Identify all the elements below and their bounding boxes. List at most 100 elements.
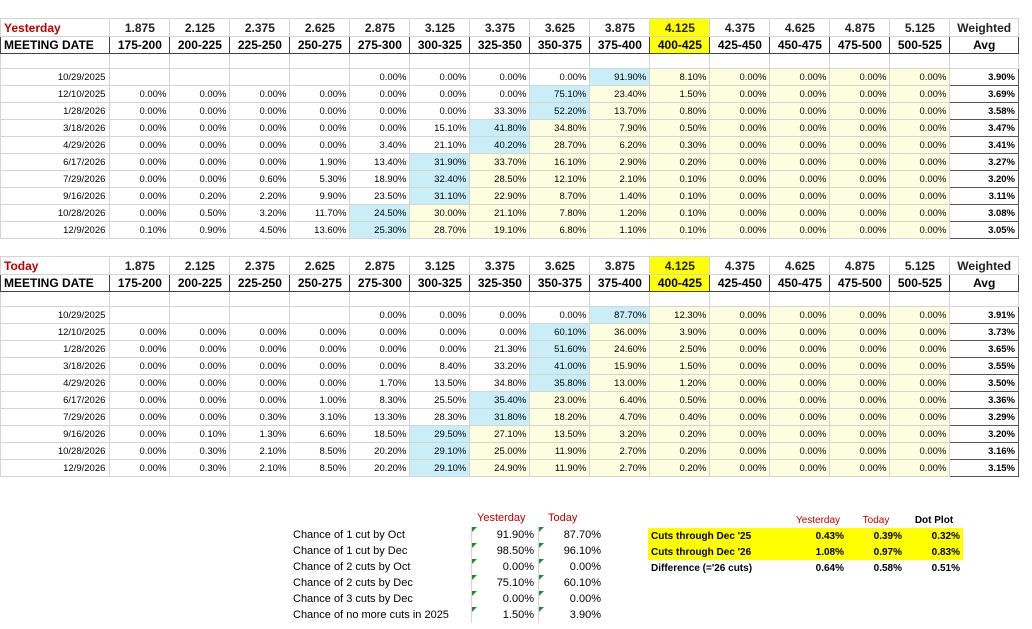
probability-cell[interactable]: 0.00% bbox=[469, 306, 531, 324]
probability-cell[interactable]: 34.80% bbox=[469, 374, 531, 392]
probability-cell[interactable]: 0.00% bbox=[109, 323, 171, 341]
probability-cell[interactable]: 4.70% bbox=[589, 408, 651, 426]
probability-cell[interactable]: 0.00% bbox=[709, 102, 771, 120]
weighted-avg-cell[interactable]: 3.15% bbox=[949, 459, 1019, 477]
probability-cell[interactable]: 0.00% bbox=[709, 357, 771, 375]
probability-cell[interactable]: 13.50% bbox=[529, 425, 591, 443]
probability-cell[interactable]: 0.00% bbox=[109, 357, 171, 375]
probability-cell[interactable]: 0.00% bbox=[109, 170, 171, 188]
chance-yesterday-value[interactable]: 75.10% bbox=[471, 575, 539, 591]
probability-cell[interactable]: 0.00% bbox=[169, 391, 231, 409]
probability-cell[interactable]: 2.10% bbox=[229, 442, 291, 460]
probability-cell[interactable]: 0.00% bbox=[349, 306, 411, 324]
probability-cell[interactable]: 8.50% bbox=[289, 442, 351, 460]
probability-cell[interactable]: 0.00% bbox=[769, 391, 831, 409]
probability-cell[interactable]: 0.00% bbox=[229, 340, 291, 358]
probability-cell[interactable]: 0.00% bbox=[109, 374, 171, 392]
probability-cell[interactable]: 0.00% bbox=[769, 136, 831, 154]
probability-cell[interactable]: 2.20% bbox=[229, 187, 291, 205]
probability-cell[interactable]: 0.00% bbox=[409, 323, 471, 341]
probability-cell[interactable]: 0.00% bbox=[409, 68, 471, 86]
probability-cell[interactable]: 0.00% bbox=[769, 442, 831, 460]
probability-cell[interactable]: 0.00% bbox=[769, 85, 831, 103]
probability-cell[interactable]: 0.00% bbox=[709, 374, 771, 392]
probability-cell[interactable]: 24.60% bbox=[589, 340, 651, 358]
probability-cell[interactable]: 0.00% bbox=[709, 425, 771, 443]
probability-cell[interactable]: 2.10% bbox=[589, 170, 651, 188]
probability-cell[interactable]: 0.00% bbox=[229, 85, 291, 103]
probability-cell[interactable]: 12.10% bbox=[529, 170, 591, 188]
probability-cell[interactable]: 1.50% bbox=[649, 357, 711, 375]
probability-cell[interactable]: 0.00% bbox=[229, 391, 291, 409]
probability-cell[interactable]: 0.00% bbox=[829, 170, 891, 188]
weighted-avg-cell[interactable]: 3.55% bbox=[949, 357, 1019, 375]
probability-cell[interactable]: 0.00% bbox=[469, 85, 531, 103]
probability-cell[interactable]: 0.00% bbox=[829, 85, 891, 103]
probability-cell[interactable]: 23.00% bbox=[529, 391, 591, 409]
weighted-avg-cell[interactable]: 3.69% bbox=[949, 85, 1019, 103]
probability-cell[interactable]: 1.40% bbox=[589, 187, 651, 205]
probability-cell[interactable]: 0.00% bbox=[889, 136, 951, 154]
probability-cell[interactable]: 0.30% bbox=[169, 459, 231, 477]
probability-cell[interactable]: 0.20% bbox=[649, 459, 711, 477]
probability-cell[interactable]: 0.00% bbox=[229, 357, 291, 375]
probability-cell[interactable]: 0.00% bbox=[829, 187, 891, 205]
probability-cell[interactable]: 0.30% bbox=[649, 136, 711, 154]
probability-cell[interactable]: 0.00% bbox=[169, 85, 231, 103]
probability-cell[interactable]: 23.40% bbox=[589, 85, 651, 103]
probability-cell[interactable]: 0.00% bbox=[769, 357, 831, 375]
probability-cell[interactable]: 0.00% bbox=[349, 68, 411, 86]
probability-cell[interactable]: 0.00% bbox=[829, 68, 891, 86]
probability-cell[interactable]: 0.00% bbox=[169, 119, 231, 137]
probability-cell[interactable] bbox=[169, 306, 231, 324]
weighted-avg-cell[interactable]: 3.91% bbox=[949, 306, 1019, 324]
weighted-avg-cell[interactable]: 3.05% bbox=[949, 221, 1019, 239]
probability-cell[interactable]: 0.00% bbox=[829, 374, 891, 392]
probability-cell[interactable]: 0.60% bbox=[229, 170, 291, 188]
probability-cell[interactable]: 87.70% bbox=[589, 306, 651, 324]
probability-cell[interactable]: 0.00% bbox=[709, 119, 771, 137]
probability-cell[interactable]: 21.10% bbox=[409, 136, 471, 154]
probability-cell[interactable]: 8.30% bbox=[349, 391, 411, 409]
probability-cell[interactable]: 91.90% bbox=[589, 68, 651, 86]
probability-cell[interactable]: 0.00% bbox=[889, 357, 951, 375]
probability-cell[interactable]: 0.00% bbox=[409, 340, 471, 358]
probability-cell[interactable]: 0.00% bbox=[109, 204, 171, 222]
chance-yesterday-value[interactable]: 1.50% bbox=[471, 607, 539, 623]
probability-cell[interactable]: 0.00% bbox=[829, 221, 891, 239]
cuts-value[interactable]: 1.08% bbox=[789, 544, 847, 560]
probability-cell[interactable]: 0.00% bbox=[349, 357, 411, 375]
probability-cell[interactable]: 1.90% bbox=[289, 153, 351, 171]
probability-cell[interactable]: 75.10% bbox=[529, 85, 591, 103]
probability-cell[interactable]: 0.00% bbox=[169, 102, 231, 120]
probability-cell[interactable]: 0.30% bbox=[169, 442, 231, 460]
probability-cell[interactable]: 0.00% bbox=[709, 221, 771, 239]
probability-cell[interactable]: 0.00% bbox=[889, 391, 951, 409]
probability-cell[interactable]: 0.00% bbox=[709, 153, 771, 171]
weighted-avg-cell[interactable]: 3.20% bbox=[949, 170, 1019, 188]
probability-cell[interactable]: 25.50% bbox=[409, 391, 471, 409]
probability-cell[interactable]: 0.00% bbox=[709, 204, 771, 222]
probability-cell[interactable]: 0.00% bbox=[829, 102, 891, 120]
probability-cell[interactable]: 0.00% bbox=[829, 408, 891, 426]
probability-cell[interactable]: 0.00% bbox=[109, 136, 171, 154]
weighted-avg-cell[interactable]: 3.65% bbox=[949, 340, 1019, 358]
probability-cell[interactable]: 0.00% bbox=[169, 136, 231, 154]
probability-cell[interactable]: 35.80% bbox=[529, 374, 591, 392]
probability-cell[interactable]: 0.90% bbox=[169, 221, 231, 239]
probability-cell[interactable]: 13.00% bbox=[589, 374, 651, 392]
probability-cell[interactable]: 0.00% bbox=[349, 119, 411, 137]
probability-cell[interactable]: 0.00% bbox=[109, 340, 171, 358]
probability-cell[interactable]: 0.00% bbox=[829, 204, 891, 222]
probability-cell[interactable]: 2.70% bbox=[589, 459, 651, 477]
probability-cell[interactable]: 13.60% bbox=[289, 221, 351, 239]
cuts-value[interactable]: 0.43% bbox=[789, 528, 847, 544]
chance-today-value[interactable]: 60.10% bbox=[538, 575, 605, 591]
probability-cell[interactable]: 3.20% bbox=[229, 204, 291, 222]
weighted-avg-cell[interactable]: 3.20% bbox=[949, 425, 1019, 443]
probability-cell[interactable]: 0.00% bbox=[469, 68, 531, 86]
probability-cell[interactable]: 35.40% bbox=[469, 391, 531, 409]
chance-today-value[interactable]: 87.70% bbox=[538, 527, 605, 543]
probability-cell[interactable]: 0.00% bbox=[709, 187, 771, 205]
weighted-avg-cell[interactable]: 3.73% bbox=[949, 323, 1019, 341]
